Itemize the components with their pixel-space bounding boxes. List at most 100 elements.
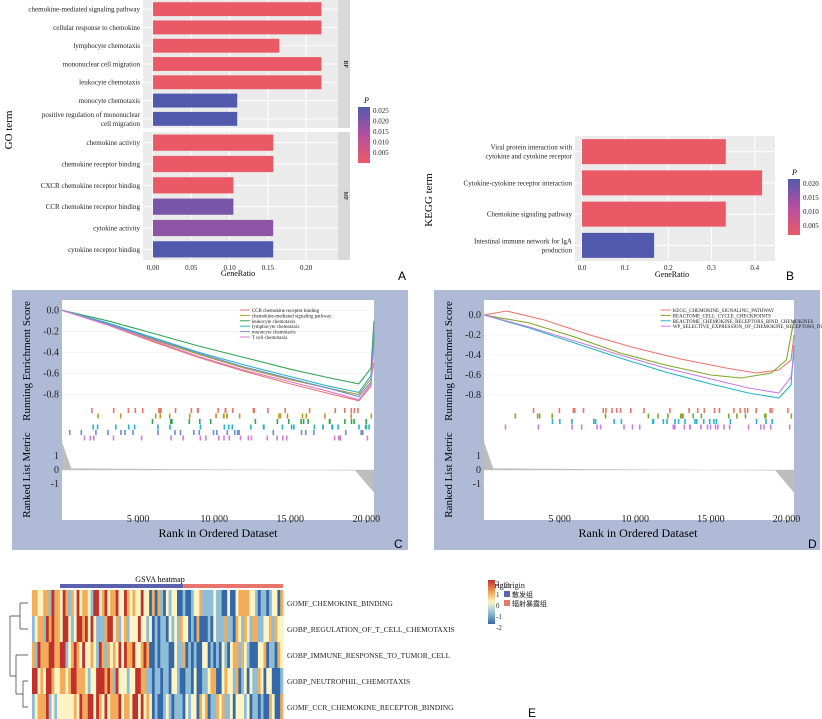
- hit-mark: [657, 413, 659, 419]
- legend-label: T cell chemotaxis: [252, 336, 288, 341]
- hit-mark: [170, 435, 172, 441]
- heat-cell: [190, 642, 195, 668]
- heat-cell: [213, 668, 217, 694]
- heat-cell: [235, 642, 239, 668]
- heat-cell: [93, 616, 97, 642]
- heat-cell: [163, 590, 167, 616]
- heat-cell: [260, 590, 264, 616]
- hit-mark: [723, 424, 725, 430]
- heat-cell: [224, 590, 228, 616]
- bar: [582, 232, 655, 258]
- heat-cell: [269, 590, 273, 616]
- hit-mark: [267, 408, 269, 413]
- hit-mark: [615, 408, 618, 413]
- hit-mark: [746, 408, 749, 413]
- hit-mark: [89, 435, 92, 441]
- heat-cell: [71, 694, 75, 719]
- legend-label: 散发组: [512, 590, 533, 599]
- heat-cell: [140, 590, 144, 616]
- hit-mark: [216, 430, 218, 435]
- hit-mark: [169, 419, 172, 424]
- heat-cell: [163, 694, 167, 719]
- hit-mark: [337, 424, 339, 430]
- heat-cell: [68, 694, 72, 719]
- hit-mark: [765, 419, 767, 424]
- heat-cell: [93, 642, 97, 668]
- hit-mark: [683, 424, 686, 430]
- heat-cell: [232, 642, 236, 668]
- hit-mark: [364, 424, 367, 430]
- heat-cell: [143, 590, 147, 616]
- panel-a-bp-strip: [338, 0, 350, 128]
- heat-cell: [137, 668, 142, 694]
- hit-mark: [727, 413, 730, 419]
- heat-cell: [84, 694, 89, 719]
- hit-mark: [199, 435, 202, 441]
- heat-cell: [68, 642, 72, 668]
- category-label: Viral protein interaction with cytokine a…: [486, 144, 573, 161]
- hit-mark: [674, 424, 676, 430]
- heat-cell: [32, 694, 36, 719]
- heat-cell: [124, 668, 128, 694]
- heat-cell: [101, 668, 105, 694]
- heat-cell: [224, 616, 228, 642]
- hit-mark: [643, 408, 645, 413]
- x-tick-label: 0.1: [621, 264, 630, 272]
- heat-cell: [98, 694, 103, 719]
- heat-cell: [227, 668, 231, 694]
- heat-cell: [168, 694, 172, 719]
- hit-mark: [227, 424, 230, 430]
- legend-label: REACTOME_CELL_CYCLE_CHECKPOINTS: [673, 314, 771, 319]
- heat-cell: [96, 642, 100, 668]
- heat-cell: [112, 642, 116, 668]
- heat-cell: [260, 668, 264, 694]
- heat-cell: [249, 616, 253, 642]
- heat-cell: [174, 668, 178, 694]
- heat-cell: [43, 590, 47, 616]
- heat-cell: [37, 642, 41, 668]
- heat-cell: [45, 590, 50, 616]
- heat-cell: [246, 694, 250, 719]
- heat-cell: [199, 590, 203, 616]
- heat-cell: [40, 590, 44, 616]
- hit-mark: [571, 419, 573, 424]
- metric-tick-label: 1: [54, 451, 59, 462]
- heat-cell: [32, 642, 36, 668]
- heat-cell: [137, 590, 142, 616]
- heat-cell: [213, 590, 217, 616]
- heat-cell: [193, 590, 197, 616]
- hit-mark: [334, 408, 337, 413]
- heat-cell: [177, 616, 181, 642]
- hit-mark: [692, 413, 694, 419]
- heat-cell: [129, 616, 133, 642]
- heat-cell: [249, 590, 253, 616]
- hit-mark: [308, 408, 311, 413]
- hit-mark: [787, 408, 789, 413]
- heat-cell: [154, 616, 158, 642]
- hit-mark: [718, 408, 721, 413]
- hit-mark: [755, 408, 757, 413]
- heat-cell: [68, 668, 72, 694]
- hit-mark: [205, 435, 207, 441]
- hit-mark: [339, 435, 342, 441]
- hit-mark: [605, 408, 607, 413]
- heat-cell: [241, 668, 245, 694]
- heat-cell: [271, 694, 275, 719]
- heat-cell: [241, 590, 245, 616]
- heat-cell: [246, 668, 250, 694]
- es-line: [61, 309, 375, 401]
- heat-cell: [185, 616, 189, 642]
- heat-cell: [216, 694, 220, 719]
- heat-cell: [54, 590, 58, 616]
- hit-mark: [713, 408, 716, 413]
- hit-mark: [112, 435, 115, 441]
- heat-cell: [79, 590, 83, 616]
- heat-cell: [126, 590, 130, 616]
- hit-mark: [666, 419, 668, 424]
- hit-mark: [596, 424, 598, 430]
- hit-mark: [304, 430, 307, 435]
- bar: [153, 38, 280, 53]
- x-tick-label: 0.10: [223, 264, 236, 272]
- heat-cell: [62, 590, 66, 616]
- heat-cell: [118, 590, 122, 616]
